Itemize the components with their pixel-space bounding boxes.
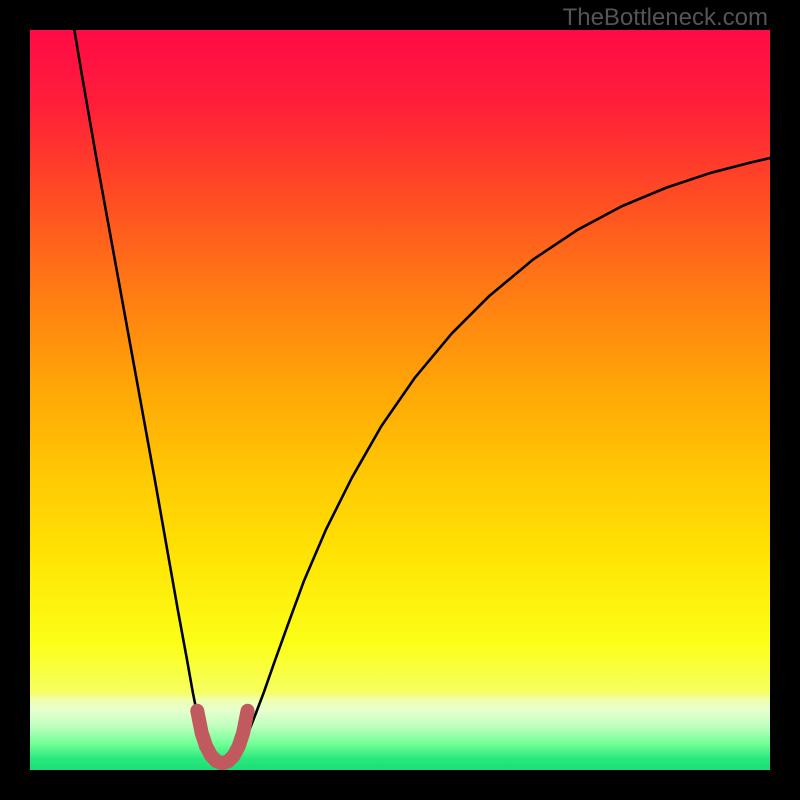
plot-area xyxy=(30,30,770,770)
valley-marker xyxy=(197,711,247,764)
bottleneck-curve xyxy=(74,30,770,763)
chart-frame: TheBottleneck.com xyxy=(0,0,800,800)
watermark-text: TheBottleneck.com xyxy=(563,4,768,32)
chart-svg xyxy=(30,30,770,770)
